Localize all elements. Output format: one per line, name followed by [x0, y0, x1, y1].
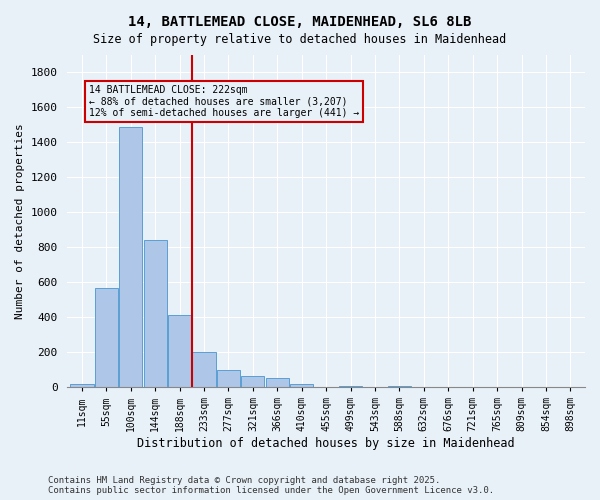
Bar	[168, 316, 191, 387]
Text: 14 BATTLEMEAD CLOSE: 222sqm
← 88% of detached houses are smaller (3,207)
12% of : 14 BATTLEMEAD CLOSE: 222sqm ← 88% of det…	[89, 84, 359, 118]
Bar	[143, 240, 167, 387]
Bar	[217, 370, 240, 387]
Bar	[119, 126, 142, 387]
Bar	[70, 384, 94, 387]
Bar	[193, 352, 215, 387]
Bar	[95, 288, 118, 387]
Text: 14, BATTLEMEAD CLOSE, MAIDENHEAD, SL6 8LB: 14, BATTLEMEAD CLOSE, MAIDENHEAD, SL6 8L…	[128, 15, 472, 29]
X-axis label: Distribution of detached houses by size in Maidenhead: Distribution of detached houses by size …	[137, 437, 515, 450]
Bar	[266, 378, 289, 387]
Bar	[388, 386, 411, 387]
Text: Contains HM Land Registry data © Crown copyright and database right 2025.
Contai: Contains HM Land Registry data © Crown c…	[48, 476, 494, 495]
Text: Size of property relative to detached houses in Maidenhead: Size of property relative to detached ho…	[94, 32, 506, 46]
Bar	[290, 384, 313, 387]
Bar	[241, 376, 265, 387]
Bar	[339, 386, 362, 387]
Y-axis label: Number of detached properties: Number of detached properties	[15, 123, 25, 319]
